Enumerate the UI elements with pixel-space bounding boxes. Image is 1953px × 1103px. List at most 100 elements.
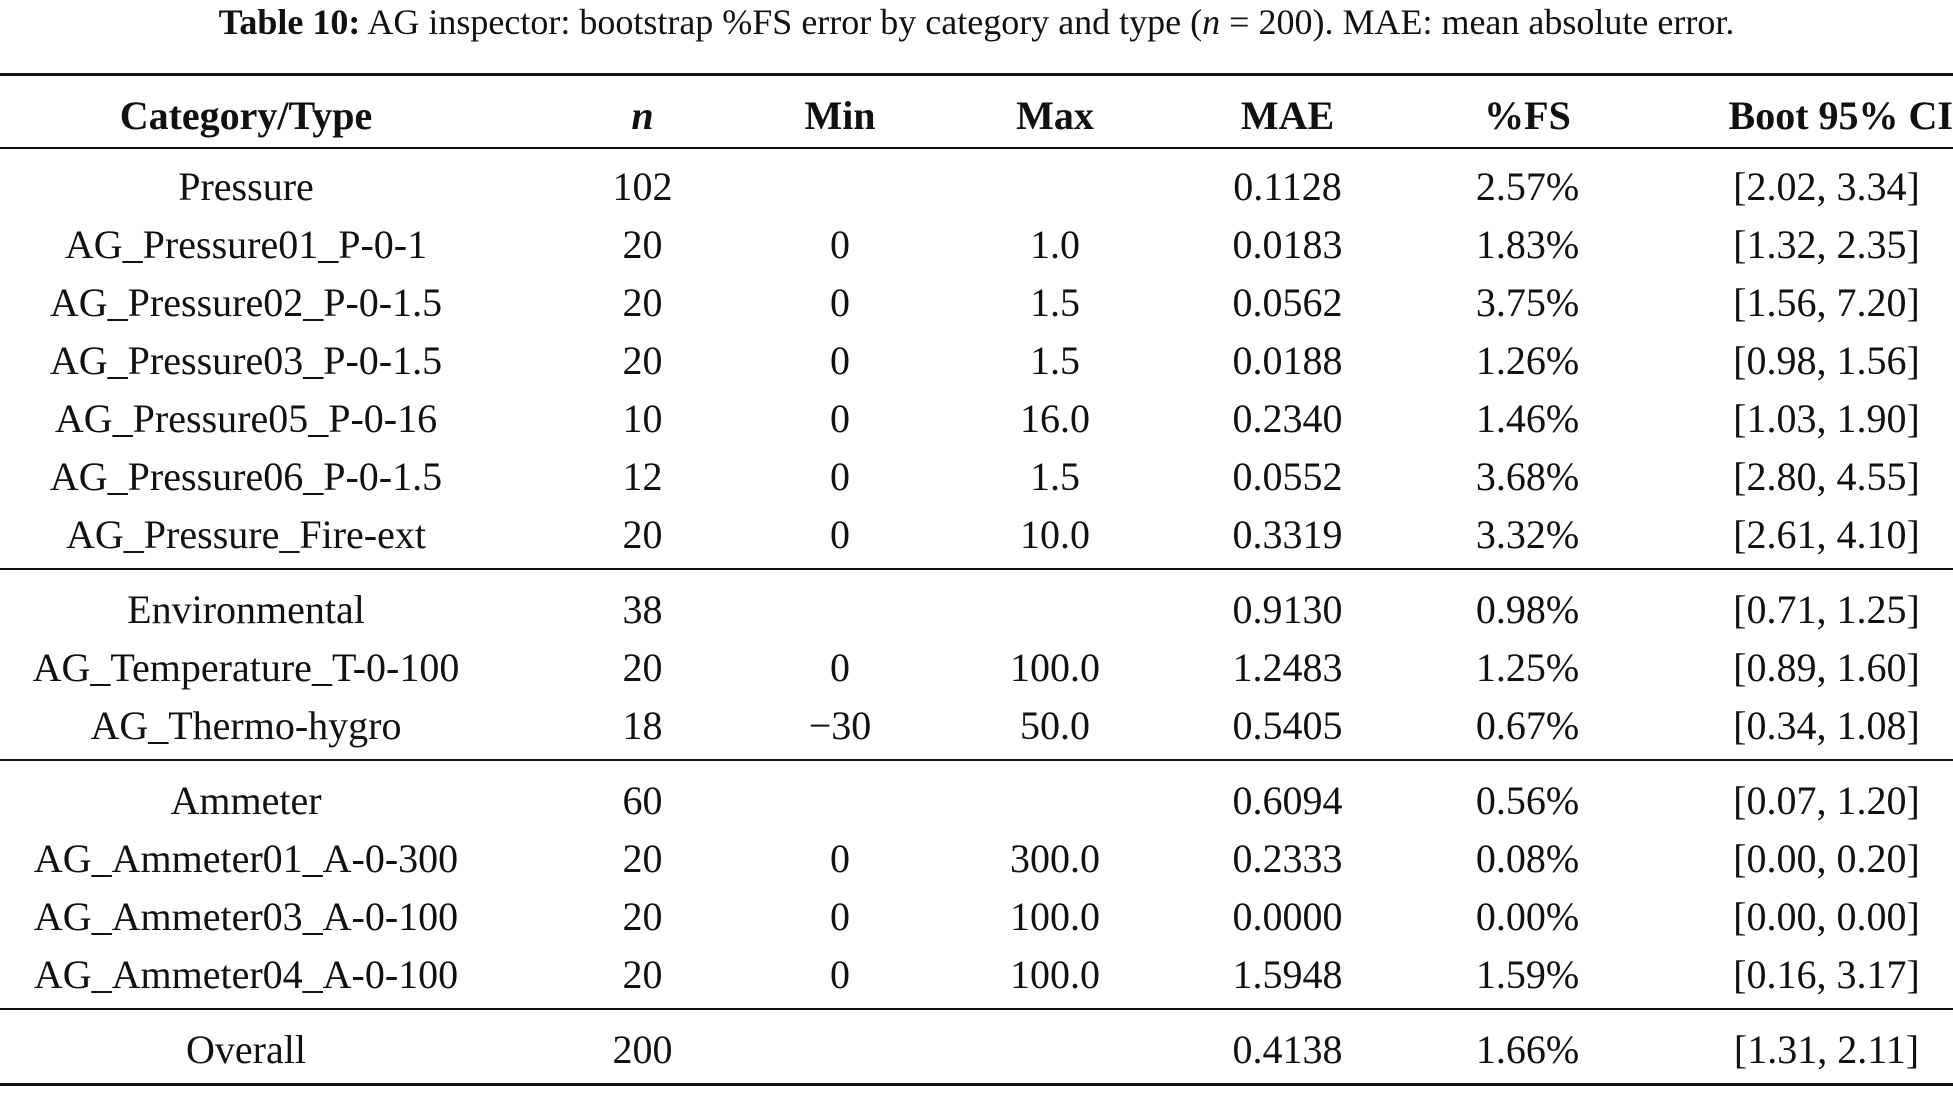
table-cell: AG_Ammeter01_A-0-300 [33, 836, 459, 881]
table-cell: [1.56, 7.20] [1733, 280, 1920, 325]
table-cell: 20 [622, 952, 663, 997]
group-summary-row: Pressure 102 0.1128 2.57% [2.02, 3.34] [0, 158, 1953, 216]
table-cell: [2.02, 3.34] [1733, 164, 1920, 209]
table-cell [965, 1021, 1145, 1079]
table-cell: 0.56% [1475, 778, 1580, 823]
column-header: n [631, 93, 654, 138]
table-cell: −30 [808, 703, 872, 748]
table-cell: 1.83% [1475, 222, 1580, 267]
table-cell: 10 [622, 396, 663, 441]
table-cell: [0.07, 1.20] [1733, 778, 1920, 823]
table-cell: 102 [612, 164, 673, 209]
table-cell: 100.0 [1010, 952, 1100, 997]
table-cell [745, 772, 935, 830]
table-cell: 0.0183 [1232, 222, 1343, 267]
table-cell: 20 [622, 894, 663, 939]
table-cell [745, 158, 935, 216]
table-cell: Environmental [127, 587, 365, 632]
table-cell: 0.0552 [1232, 454, 1343, 499]
table-cell: 0 [830, 396, 850, 441]
table-cell: AG_Pressure06_P-0-1.5 [49, 454, 443, 499]
table-cell: [0.16, 3.17] [1733, 952, 1920, 997]
table-cell: AG_Pressure02_P-0-1.5 [49, 280, 443, 325]
header-rule [0, 147, 1953, 149]
table-cell: 3.32% [1475, 512, 1580, 557]
table-cell: 16.0 [1020, 396, 1090, 441]
table-cell: 1.5948 [1232, 952, 1343, 997]
table-cell: [1.32, 2.35] [1733, 222, 1920, 267]
column-header: %FS [1484, 93, 1571, 138]
table-cell: [2.80, 4.55] [1733, 454, 1920, 499]
table-cell [965, 158, 1145, 216]
table-cell [965, 581, 1145, 639]
table-cell: 2.57% [1475, 164, 1580, 209]
table-cell: 300.0 [1010, 836, 1100, 881]
table-cell: 1.59% [1475, 952, 1580, 997]
table-cell: [0.34, 1.08] [1733, 703, 1920, 748]
column-header: Boot 95% CI [1728, 93, 1953, 138]
table-cell: [0.98, 1.56] [1733, 338, 1920, 383]
header-row: Category/Type n Min Max MAE %FS Boot 95% CI [0, 87, 1953, 145]
table-cell: 0 [830, 454, 850, 499]
table-cell: 0.6094 [1232, 778, 1343, 823]
table-row: AG_Ammeter01_A-0-300 20 0 300.0 0.2333 0.08% [… [0, 830, 1953, 888]
table-cell: 0.5405 [1232, 703, 1343, 748]
table-cell: 0.9130 [1232, 587, 1343, 632]
table-row: AG_Pressure01_P-0-1 20 0 1.0 0.0183 1.83% [1.3… [0, 216, 1953, 274]
table-cell: 0.2340 [1232, 396, 1343, 441]
group-rule [0, 1008, 1953, 1010]
table-cell: 0 [830, 280, 850, 325]
table-cell: 1.5 [1030, 280, 1080, 325]
table-cell: 100.0 [1010, 645, 1100, 690]
table-cell: [0.89, 1.60] [1733, 645, 1920, 690]
table-cell: [1.03, 1.90] [1733, 396, 1920, 441]
table-cell: AG_Thermo-hygro [90, 703, 402, 748]
group-summary-row: Overall 200 0.4138 1.66% [1.31, 2.11] [0, 1021, 1953, 1079]
table-cell: 0.0000 [1232, 894, 1343, 939]
table-row: AG_Ammeter04_A-0-100 20 0 100.0 1.5948 1.59% [… [0, 946, 1953, 1004]
table-cell: 20 [622, 222, 663, 267]
table-cell: 50.0 [1020, 703, 1090, 748]
group-summary-row: Ammeter 60 0.6094 0.56% [0.07, 1.20] [0, 772, 1953, 830]
table-cell: 1.2483 [1232, 645, 1343, 690]
column-header: Max [1016, 93, 1094, 138]
table-row: AG_Temperature_T-0-100 20 0 100.0 1.2483 1.25… [0, 639, 1953, 697]
table-caption: Table 10: AG inspector: bootstrap %FS er… [0, 0, 1953, 44]
table-cell: 200 [612, 1027, 673, 1072]
table-cell: 1.26% [1475, 338, 1580, 383]
table-cell: Ammeter [170, 778, 322, 823]
table-cell: Overall [186, 1027, 306, 1072]
bottom-rule [0, 1083, 1953, 1086]
caption-text-1: AG inspector: bootstrap %FS error by cat… [360, 2, 1203, 42]
table-cell: 3.68% [1475, 454, 1580, 499]
table-cell: 1.46% [1475, 396, 1580, 441]
caption-label: Table 10: [218, 2, 361, 42]
table-row: AG_Pressure05_P-0-16 10 0 16.0 0.2340 1.46% [1… [0, 390, 1953, 448]
table-row: AG_Ammeter03_A-0-100 20 0 100.0 0.0000 0.00% [… [0, 888, 1953, 946]
caption-text-2: = 200). MAE: mean absolute error. [1220, 2, 1735, 42]
table-cell: 0 [830, 512, 850, 557]
table-cell: 1.0 [1030, 222, 1080, 267]
table-cell: 0.98% [1475, 587, 1580, 632]
table-cell: AG_Pressure_Fire-ext [66, 512, 426, 557]
table-cell: 3.75% [1475, 280, 1580, 325]
top-rule [0, 73, 1953, 76]
table-cell: 0 [830, 894, 850, 939]
table-cell [745, 1021, 935, 1079]
table-cell: 10.0 [1020, 512, 1090, 557]
table-cell: AG_Pressure05_P-0-16 [54, 396, 438, 441]
table-cell: 12 [622, 454, 663, 499]
table-cell: 18 [622, 703, 663, 748]
table-cell: 0.2333 [1232, 836, 1343, 881]
group-rule [0, 759, 1953, 761]
table-cell: AG_Ammeter03_A-0-100 [33, 894, 459, 939]
group-summary-row: Environmental 38 0.9130 0.98% [0.71, 1.25] [0, 581, 1953, 639]
table-cell: 1.5 [1030, 454, 1080, 499]
table-cell: 20 [622, 836, 663, 881]
table-cell [965, 772, 1145, 830]
table-cell: AG_Temperature_T-0-100 [32, 645, 460, 690]
table-cell: 0.1128 [1233, 164, 1342, 209]
table-cell: 20 [622, 280, 663, 325]
table-cell: 20 [622, 645, 663, 690]
column-header: Min [804, 93, 876, 138]
